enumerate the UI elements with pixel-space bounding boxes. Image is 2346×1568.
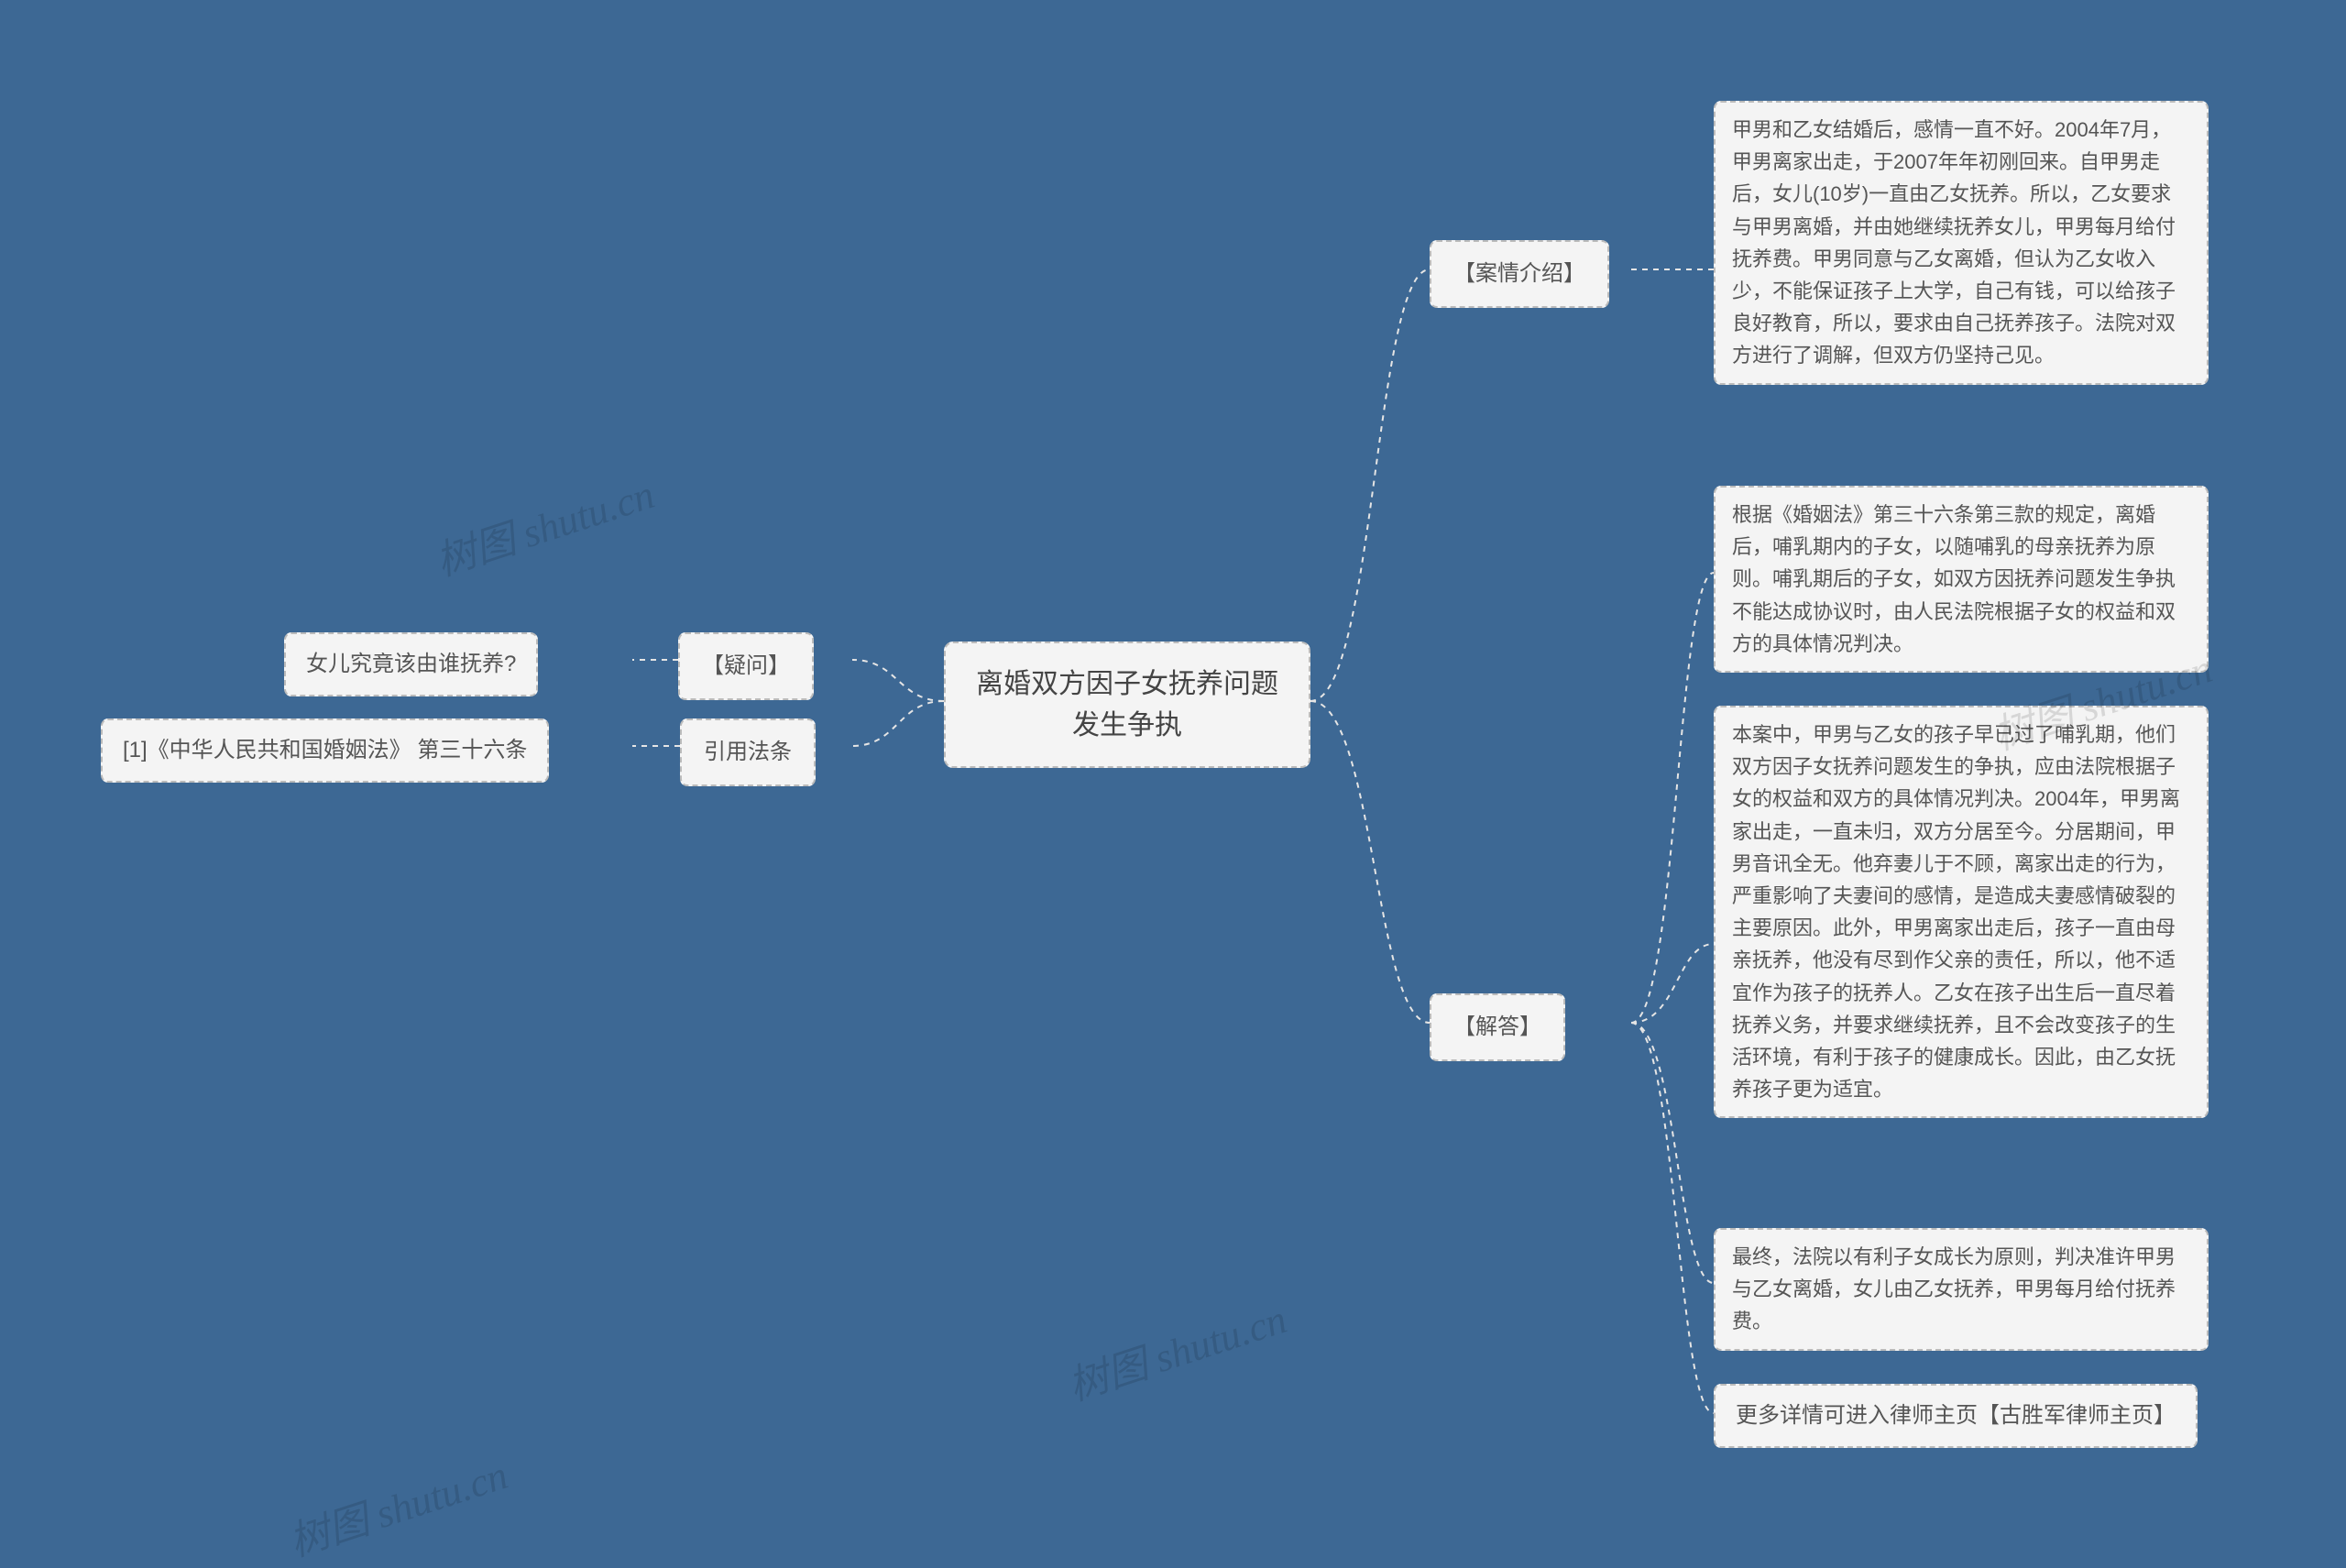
- root-line1: 离婚双方因子女抚养问题: [976, 669, 1278, 699]
- leaf-a3[interactable]: 最终，法院以有利子女成长为原则，判决准许甲男与乙女离婚，女儿由乙女抚养，甲男每月…: [1714, 1228, 2209, 1351]
- root-node[interactable]: 离婚双方因子女抚养问题 发生争执: [944, 641, 1310, 768]
- branch-answer[interactable]: 【解答】: [1430, 993, 1565, 1061]
- branch-case-intro[interactable]: 【案情介绍】: [1430, 240, 1609, 308]
- watermark: 树图 shutu.cn: [280, 1442, 514, 1567]
- leaf-ci1[interactable]: 甲男和乙女结婚后，感情一直不好。2004年7月，甲男离家出走，于2007年年初刚…: [1714, 101, 2209, 385]
- leaf-a4[interactable]: 更多详情可进入律师主页【古胜军律师主页】: [1714, 1384, 2198, 1448]
- leaf-a1[interactable]: 根据《婚姻法》第三十六条第三款的规定，离婚后，哺乳期内的子女，以随哺乳的母亲抚养…: [1714, 486, 2209, 673]
- watermark: 树图 shutu.cn: [427, 461, 661, 587]
- leaf-c1[interactable]: [1]《中华人民共和国婚姻法》 第三十六条: [101, 718, 549, 783]
- leaf-a2[interactable]: 本案中，甲男与乙女的孩子早已过了哺乳期，他们双方因子女抚养问题发生的争执，应由法…: [1714, 706, 2209, 1118]
- mindmap-canvas: 离婚双方因子女抚养问题 发生争执 【疑问】 女儿究竟该由谁抚养? 引用法条 [1…: [0, 0, 2346, 1552]
- leaf-q1[interactable]: 女儿究竟该由谁抚养?: [284, 632, 538, 696]
- branch-citation[interactable]: 引用法条: [680, 718, 816, 786]
- watermark: 树图 shutu.cn: [1059, 1286, 1293, 1411]
- branch-question[interactable]: 【疑问】: [678, 632, 814, 700]
- root-line2: 发生争执: [1072, 710, 1182, 740]
